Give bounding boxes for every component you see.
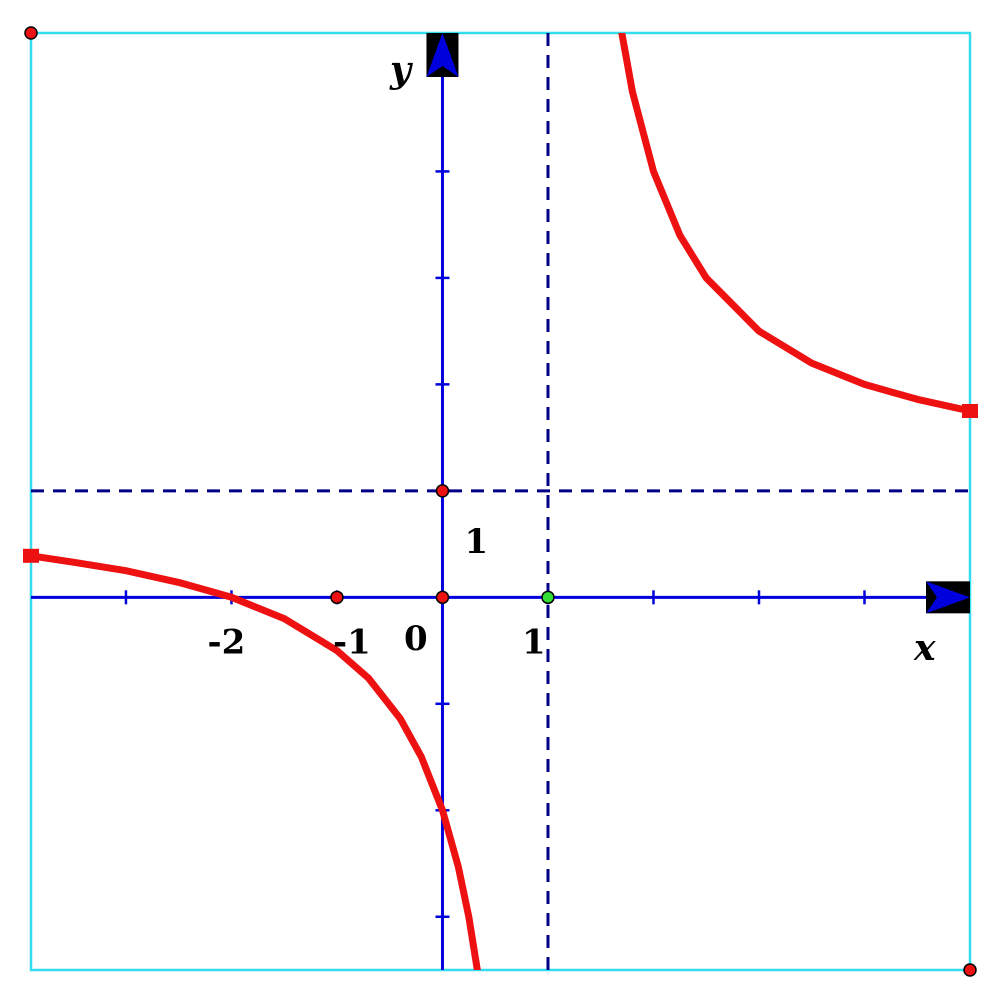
x-tick-label: -2 <box>207 622 245 662</box>
y-arrow-head <box>426 33 459 77</box>
x-tick-label: -1 <box>333 622 371 662</box>
curve-endcap <box>23 548 39 563</box>
origin-label: 0 <box>404 619 428 659</box>
y-axis-label: y <box>389 49 413 91</box>
point-layer <box>24 26 977 977</box>
marked-point <box>24 26 38 40</box>
label-layer: x y 0 -2 -1 1 1 <box>207 49 936 669</box>
marked-point <box>541 590 555 605</box>
marked-point <box>435 590 450 605</box>
marked-point <box>330 590 344 605</box>
curve-endcap <box>962 403 978 418</box>
curve-branch-1 <box>31 552 481 970</box>
axis-layer <box>31 33 970 970</box>
marked-point <box>435 484 450 498</box>
curve-layer <box>31 33 970 970</box>
endcap-layer <box>23 403 978 563</box>
plot-frame <box>29 31 972 972</box>
curve-branch-2 <box>618 33 970 415</box>
x-arrow-head <box>926 581 970 614</box>
asymptote-layer <box>31 33 970 970</box>
x-tick-label: 1 <box>522 622 546 662</box>
marked-point <box>963 963 977 977</box>
y-tick-label: 1 <box>464 522 488 562</box>
x-axis-label: x <box>913 627 936 669</box>
